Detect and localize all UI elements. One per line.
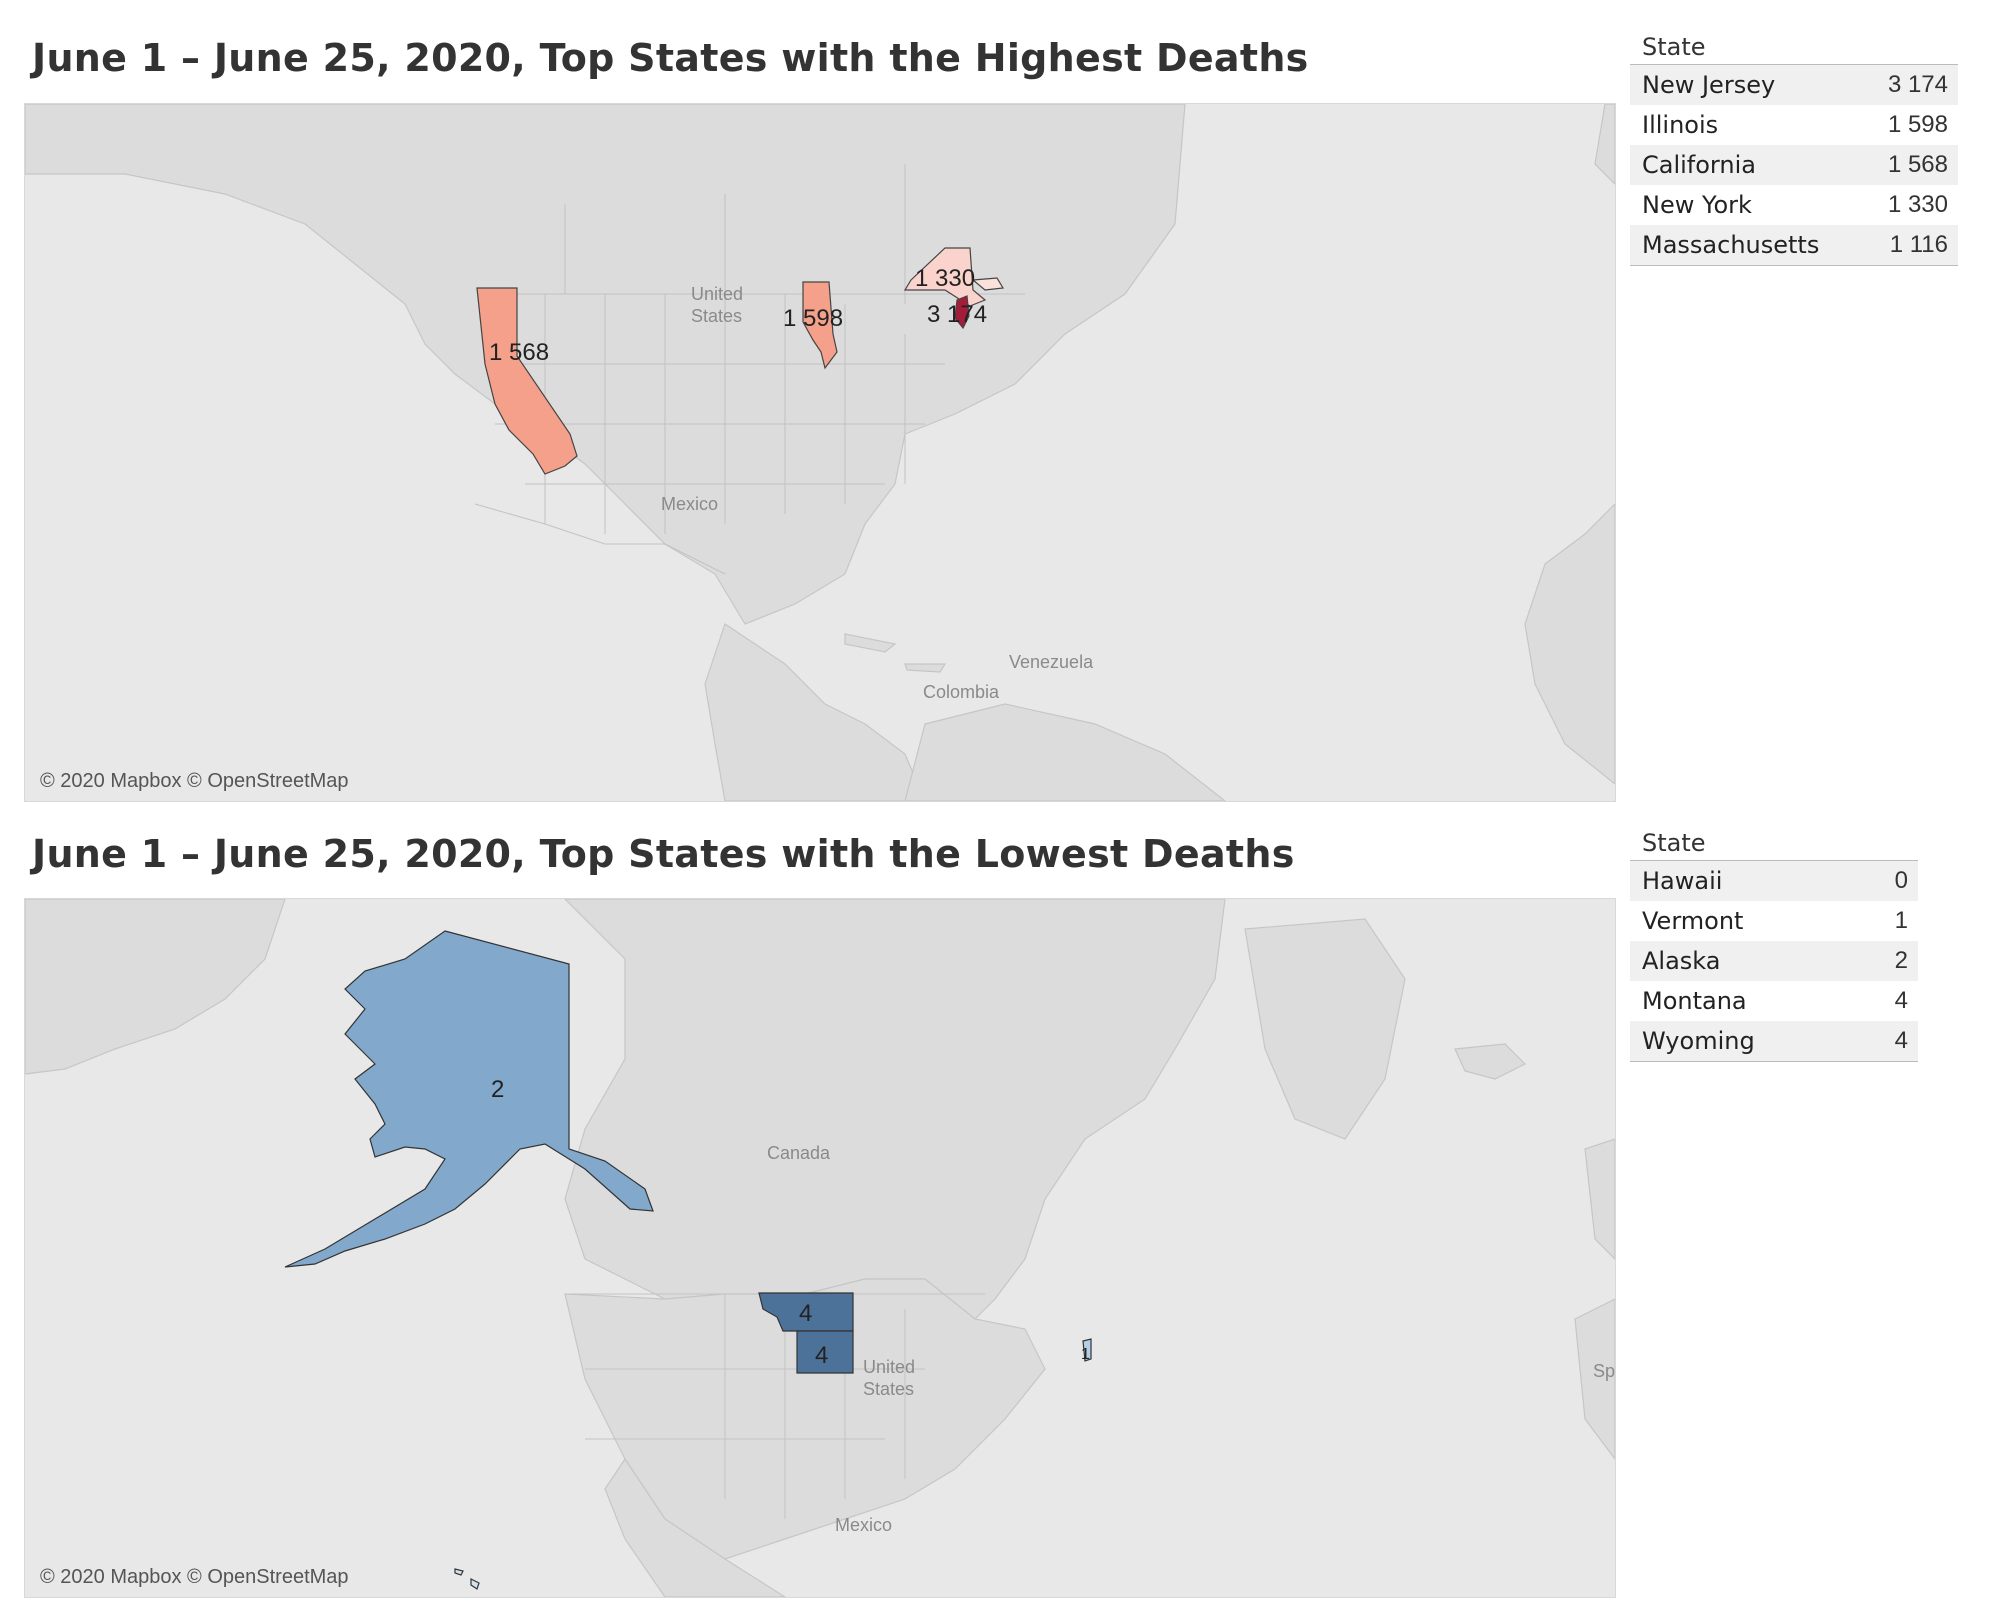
legend-state: New York — [1642, 191, 1752, 219]
legend-row-california[interactable]: California 1 568 — [1630, 145, 1958, 185]
legend-value: 1 116 — [1889, 231, 1948, 258]
map-value-vermont: 1 — [1081, 1346, 1090, 1363]
place-label-canada: Canada — [767, 1143, 831, 1163]
legend-state: Alaska — [1642, 947, 1721, 975]
top-map-title: June 1 – June 25, 2020, Top States with … — [32, 36, 1309, 80]
legend-state: Wyoming — [1642, 1027, 1755, 1055]
legend-row-montana[interactable]: Montana 4 — [1630, 981, 1918, 1021]
california-shape[interactable] — [476, 287, 578, 475]
top-legend-header: State — [1630, 30, 1958, 65]
legend-row-wyoming[interactable]: Wyoming 4 — [1630, 1021, 1918, 1061]
legend-value: 2 — [1894, 947, 1908, 974]
top-legend: State New Jersey 3 174 Illinois 1 598 Cali… — [1630, 30, 1958, 266]
map-value-wyoming: 4 — [815, 1342, 828, 1369]
legend-value: 1 568 — [1887, 151, 1948, 178]
legend-value: 1 330 — [1887, 191, 1948, 218]
place-label-states: States — [691, 306, 742, 326]
massachusetts-shape[interactable] — [971, 277, 1004, 291]
top-borders — [474, 164, 1025, 575]
vermont-shape[interactable] — [1082, 1338, 1092, 1362]
legend-state: California — [1642, 151, 1756, 179]
place-label-venezuela: Venezuela — [1009, 652, 1094, 672]
wyoming-shape[interactable] — [796, 1330, 854, 1374]
legend-value: 1 — [1894, 907, 1908, 934]
bottom-legend: State Hawaii 0 Vermont 1 Alaska 2 Montana 4 … — [1630, 826, 1918, 1062]
legend-state: Massachusetts — [1642, 231, 1820, 259]
top-map-attribution[interactable]: © 2020 Mapbox © OpenStreetMap — [40, 770, 349, 792]
map-value-new-york: 1 330 — [915, 265, 975, 292]
new-york-shape[interactable] — [903, 247, 987, 307]
legend-value: 0 — [1894, 867, 1908, 894]
legend-state: Vermont — [1642, 907, 1744, 935]
map-value-montana: 4 — [799, 1300, 812, 1327]
bottom-map-canvas: Canada United States Mexico Sp 2 4 4 1 — [25, 899, 1615, 1597]
bottom-legend-header: State — [1630, 826, 1918, 861]
montana-shape[interactable] — [758, 1292, 854, 1332]
legend-value: 4 — [1894, 1027, 1908, 1054]
place-label-united: United — [863, 1357, 915, 1377]
legend-state: Illinois — [1642, 111, 1719, 139]
illinois-shape[interactable] — [802, 281, 838, 370]
place-label-mexico: Mexico — [661, 494, 718, 514]
legend-row-new-york[interactable]: New York 1 330 — [1630, 185, 1958, 225]
place-label-colombia: Colombia — [923, 682, 1000, 702]
legend-value: 1 598 — [1887, 111, 1948, 138]
legend-value: 3 174 — [1887, 71, 1948, 98]
legend-row-massachusetts[interactable]: Massachusetts 1 116 — [1630, 225, 1958, 265]
map-value-alaska: 2 — [491, 1076, 504, 1103]
legend-row-hawaii[interactable]: Hawaii 0 — [1630, 861, 1918, 901]
bottom-map[interactable]: Canada United States Mexico Sp 2 4 4 1 ©… — [24, 898, 1616, 1598]
top-land — [25, 104, 1615, 801]
legend-row-vermont[interactable]: Vermont 1 — [1630, 901, 1918, 941]
place-label-united: United — [691, 284, 743, 304]
place-label-mexico: Mexico — [835, 1515, 892, 1535]
legend-state: Hawaii — [1642, 867, 1723, 895]
map-value-california: 1 568 — [489, 339, 549, 366]
legend-row-illinois[interactable]: Illinois 1 598 — [1630, 105, 1958, 145]
legend-value: 4 — [1894, 987, 1908, 1014]
bottom-map-attribution[interactable]: © 2020 Mapbox © OpenStreetMap — [40, 1566, 349, 1588]
top-map[interactable]: United States Mexico Venezuela Colombia … — [24, 103, 1616, 802]
place-label-sp: Sp — [1593, 1361, 1615, 1381]
hawaii-shape[interactable] — [454, 1568, 480, 1590]
place-label-states: States — [863, 1379, 914, 1399]
new-jersey-shape[interactable] — [954, 295, 970, 330]
alaska-shape[interactable] — [284, 930, 654, 1268]
legend-row-new-jersey[interactable]: New Jersey 3 174 — [1630, 65, 1958, 105]
legend-row-alaska[interactable]: Alaska 2 — [1630, 941, 1918, 981]
legend-state: New Jersey — [1642, 71, 1776, 99]
map-value-illinois: 1 598 — [783, 305, 843, 332]
map-value-new-jersey: 3 174 — [927, 301, 987, 328]
bottom-land — [25, 899, 1615, 1597]
bottom-map-title: June 1 – June 25, 2020, Top States with … — [32, 832, 1295, 876]
legend-state: Montana — [1642, 987, 1747, 1015]
top-map-canvas: United States Mexico Venezuela Colombia … — [25, 104, 1615, 801]
